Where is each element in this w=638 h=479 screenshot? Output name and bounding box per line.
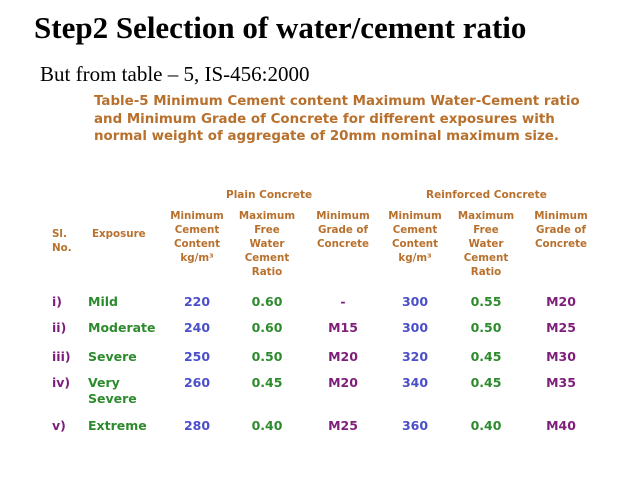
slide-subtitle: But from table – 5, IS-456:2000 bbox=[40, 62, 310, 86]
cell-rc-min-cement: 360 bbox=[401, 418, 429, 433]
cell-exposure: Mild bbox=[88, 294, 118, 309]
cell-plain-min-grade: - bbox=[340, 294, 346, 309]
column-header-rc-min-grade: Minimum Grade of Concrete bbox=[534, 210, 588, 250]
cell-plain-min-cement: 250 bbox=[183, 349, 211, 364]
cell-plain-min-cement: 220 bbox=[183, 294, 211, 309]
cell-exposure: Severe bbox=[88, 349, 137, 364]
cell-rc-min-grade: M30 bbox=[546, 349, 576, 364]
cell-rc-max-ratio: 0.55 bbox=[470, 294, 502, 309]
cell-plain-min-grade: M20 bbox=[328, 349, 358, 364]
table-caption: Table-5 Minimum Cement content Maximum W… bbox=[94, 94, 580, 144]
cell-exposure: Extreme bbox=[88, 418, 147, 433]
cell-rc-min-grade: M40 bbox=[546, 418, 576, 433]
cell-rc-min-grade: M35 bbox=[546, 375, 576, 390]
cell-rc-min-cement: 300 bbox=[401, 294, 429, 309]
cell-plain-min-grade: M20 bbox=[328, 375, 358, 390]
cell-rc-max-ratio: 0.50 bbox=[470, 320, 502, 335]
column-header-rc-min-cement: Minimum Cement Content kg/m³ bbox=[388, 210, 442, 264]
cell-plain-min-grade: M15 bbox=[328, 320, 358, 335]
column-header-exposure: Exposure bbox=[92, 228, 146, 240]
cell-rc-max-ratio: 0.45 bbox=[470, 375, 502, 390]
cell-rc-min-cement: 320 bbox=[401, 349, 429, 364]
group-header-plain: Plain Concrete bbox=[226, 189, 313, 201]
cell-plain-max-ratio: 0.60 bbox=[251, 320, 283, 335]
cell-plain-max-ratio: 0.50 bbox=[251, 349, 283, 364]
group-header-reinforced: Reinforced Concrete bbox=[426, 189, 547, 201]
cell-serial: iv) bbox=[52, 375, 71, 390]
cell-plain-min-cement: 240 bbox=[183, 320, 211, 335]
cell-plain-max-ratio: 0.40 bbox=[251, 418, 283, 433]
column-header-rc-max-ratio: Maximum Free Water Cement Ratio bbox=[457, 210, 515, 278]
cell-exposure: Moderate bbox=[88, 320, 156, 335]
slide-title: Step2 Selection of water/cement ratio bbox=[34, 10, 527, 45]
cell-rc-max-ratio: 0.40 bbox=[470, 418, 502, 433]
cell-serial: i) bbox=[52, 294, 62, 309]
cell-rc-min-grade: M20 bbox=[546, 294, 576, 309]
cell-rc-min-cement: 340 bbox=[401, 375, 429, 390]
cell-exposure: Very Severe bbox=[88, 375, 137, 406]
cell-rc-min-cement: 300 bbox=[401, 320, 429, 335]
cell-serial: v) bbox=[52, 418, 66, 433]
column-header-plain-min-grade: Minimum Grade of Concrete bbox=[316, 210, 370, 250]
cell-rc-min-grade: M25 bbox=[546, 320, 576, 335]
cell-serial: ii) bbox=[52, 320, 67, 335]
cell-plain-max-ratio: 0.60 bbox=[251, 294, 283, 309]
column-header-plain-max-ratio: Maximum Free Water Cement Ratio bbox=[238, 210, 296, 278]
cell-plain-min-cement: 280 bbox=[183, 418, 211, 433]
column-header-plain-min-cement: Minimum Cement Content kg/m³ bbox=[170, 210, 224, 264]
cell-plain-min-grade: M25 bbox=[328, 418, 358, 433]
cell-plain-min-cement: 260 bbox=[183, 375, 211, 390]
cell-plain-max-ratio: 0.45 bbox=[251, 375, 283, 390]
cell-serial: iii) bbox=[52, 349, 71, 364]
cell-rc-max-ratio: 0.45 bbox=[470, 349, 502, 364]
column-header-sl-no: Sl. No. bbox=[52, 228, 72, 254]
